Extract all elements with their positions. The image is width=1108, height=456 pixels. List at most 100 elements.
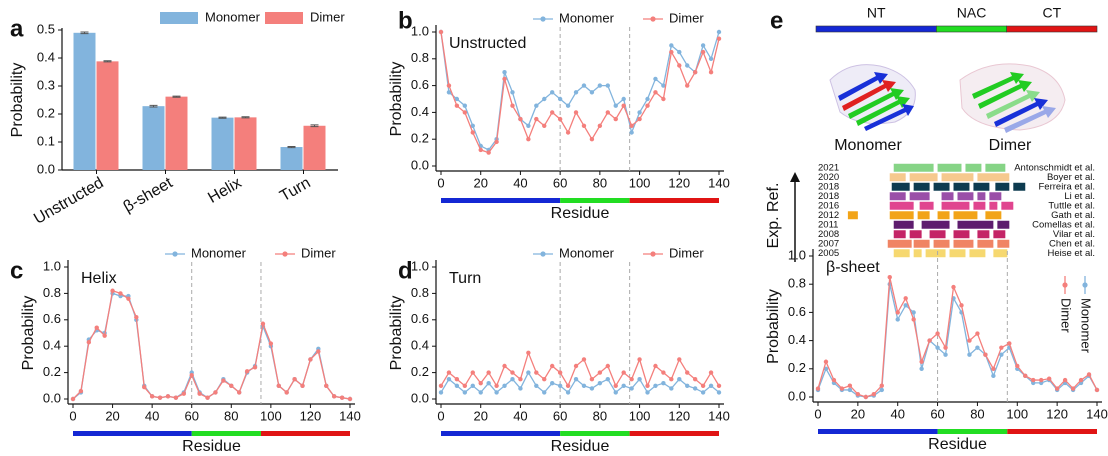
x-axis-label: Residue [928,436,987,453]
data-point [911,310,916,315]
x-tick-label: 120 [1046,406,1068,421]
structure-label: Dimer [989,137,1032,154]
data-point [629,386,634,391]
domain-segment [560,198,630,203]
legend-label: Dimer [1059,298,1074,333]
ref-name: Ferreira et al. [1039,181,1096,192]
ref-segment [893,249,910,258]
ref-segment [989,201,998,210]
data-point [589,386,595,391]
ref-segment [929,230,946,239]
data-point [661,83,666,88]
data-point [213,390,218,395]
y-tick-label: 0.6 [411,77,429,92]
data-point [478,390,483,395]
data-point [967,338,972,343]
ref-segment [977,192,986,201]
data-point [446,377,452,382]
annotation: Helix [81,270,117,287]
ref-segment [957,220,994,229]
data-point [534,383,539,388]
data-point [935,331,940,336]
data-point [526,370,531,375]
x-tick-label: 100 [629,175,651,190]
data-point [999,345,1004,350]
data-point [589,90,595,95]
x-tick-label: 60 [184,408,198,423]
ref-segment [977,173,1010,182]
exp-ref-arrowhead [790,172,800,182]
data-point [999,352,1004,357]
data-point [339,395,345,400]
data-point [462,110,468,115]
data-point [581,123,587,128]
data-point [542,390,547,395]
x-tick-label: Turn [277,174,313,205]
data-point [967,352,972,357]
legend-marker [282,251,288,257]
legend-label: Monomer [205,9,261,24]
data-point [943,345,948,350]
annotation: Unstructed [449,35,526,52]
data-point [661,370,666,375]
data-point [197,391,202,396]
ref-segment [941,201,970,210]
panel-letter: b [398,7,413,34]
x-tick-label: 60 [930,406,944,421]
data-point [708,383,714,388]
legend-marker [650,16,656,22]
data-point [510,103,515,108]
data-point [1039,377,1044,383]
data-point [438,383,444,388]
ref-segment [917,211,930,220]
data-point [470,383,475,388]
data-point [645,96,650,102]
panel-letter: d [398,257,413,284]
data-point [629,123,634,128]
bar [142,106,165,170]
ref-segment [887,239,912,248]
data-point [589,137,595,142]
y-tick-label: 0.8 [411,50,429,65]
ref-segment [909,173,938,182]
data-point [565,390,571,395]
data-point [1023,373,1028,379]
data-point [126,296,131,301]
ref-segment [1013,182,1026,191]
annotation: Turn [449,270,481,287]
data-point [526,137,531,142]
dimer-structure [959,63,1066,133]
data-point [550,110,555,115]
data-point [653,363,658,369]
ref-segment [913,182,930,191]
data-point [1031,377,1036,383]
data-point [470,370,475,375]
data-point [534,103,539,108]
panel-letter: e [770,7,783,34]
monomer-structure [829,64,916,131]
x-tick-label: 120 [668,408,690,423]
data-point [613,116,618,122]
data-point [669,386,674,391]
data-point [478,380,483,386]
ref-name: Boyer et al. [1047,172,1095,183]
data-point [621,103,626,108]
data-point [510,370,515,375]
x-tick-label: 20 [473,408,487,423]
x-axis-label: Residue [551,205,610,222]
y-tick-label: 0.6 [788,304,806,319]
ref-segment [909,230,922,239]
x-tick-label: 140 [339,408,361,423]
data-point [700,43,706,48]
data-point [983,352,988,357]
data-point [550,363,555,369]
data-point [494,390,499,395]
data-point [653,383,658,388]
data-point [470,130,475,135]
x-tick-label: 120 [300,408,322,423]
data-point [629,377,634,382]
domain-segment [191,431,261,436]
structure-label: Monomer [834,137,902,154]
y-tick-label: 0.3 [37,77,55,92]
data-point [550,380,555,386]
